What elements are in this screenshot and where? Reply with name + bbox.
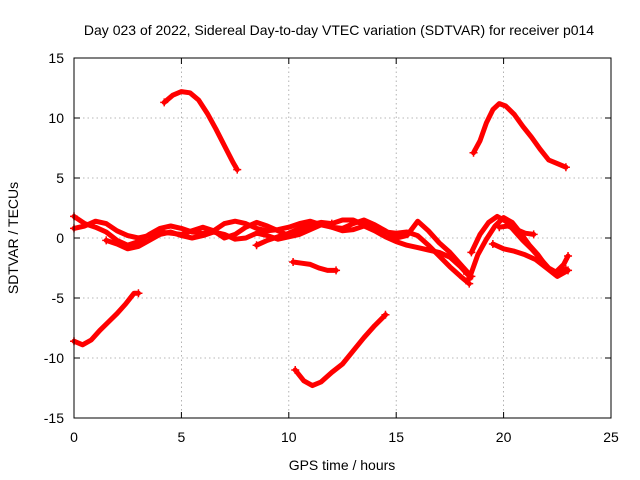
series-endpoint-marker — [332, 266, 341, 275]
series-endpoint-marker — [233, 165, 242, 174]
series-endpoint-marker — [467, 248, 476, 257]
y-tick-label: 15 — [48, 50, 64, 66]
series-arc-a — [161, 89, 240, 173]
x-tick-label: 25 — [603, 429, 619, 445]
series-endpoint-marker — [465, 274, 474, 283]
series-endpoint-marker — [381, 310, 390, 319]
series-endpoint-marker — [291, 366, 300, 374]
series-endpoint-marker — [289, 258, 298, 266]
series-arc-g — [71, 217, 474, 279]
series-endpoint-marker — [252, 241, 261, 250]
series-endpoint-marker — [495, 223, 504, 232]
series-endpoint-marker — [327, 219, 336, 228]
x-tick-label: 5 — [178, 429, 186, 445]
axis-ticks — [73, 57, 612, 419]
series-endpoint-marker — [529, 230, 538, 239]
x-tick-label: 15 — [388, 429, 404, 445]
series-endpoint-marker — [469, 148, 478, 157]
series-arc-d — [292, 312, 388, 389]
y-tick-label: 0 — [56, 230, 64, 246]
series-endpoint-marker — [561, 163, 570, 172]
series-arc-m — [496, 223, 537, 237]
x-tick-label: 0 — [70, 429, 78, 445]
y-tick-labels: -15 -10 -5 0 5 10 15 — [44, 50, 64, 426]
y-tick-label: -5 — [52, 290, 65, 306]
y-axis-label: SDTVAR / TECUs — [5, 182, 21, 294]
data-series — [70, 89, 573, 389]
series-arc-b — [471, 101, 569, 170]
series-arc-l — [490, 241, 571, 279]
x-axis-label: GPS time / hours — [289, 457, 396, 473]
series-endpoint-marker — [102, 236, 111, 245]
series-arc-i — [254, 219, 335, 248]
y-tick-label: 10 — [48, 110, 64, 126]
series-endpoint-marker — [160, 98, 169, 107]
series-endpoint-marker — [564, 252, 573, 260]
x-tick-labels: 0 5 10 15 20 25 — [70, 429, 619, 445]
series-endpoint-marker — [134, 289, 143, 298]
series-arc-e — [290, 259, 339, 273]
series-arc-c — [71, 290, 141, 348]
y-tick-label: -15 — [44, 410, 64, 426]
x-tick-label: 20 — [496, 429, 512, 445]
series-endpoint-marker — [564, 266, 573, 275]
chart-title: Day 023 of 2022, Sidereal Day-to-day VTE… — [84, 22, 594, 38]
series-arc-h — [103, 222, 470, 277]
y-tick-label: -10 — [44, 350, 64, 366]
x-tick-label: 10 — [281, 429, 297, 445]
y-tick-label: 5 — [56, 170, 64, 186]
series-endpoint-marker — [488, 240, 497, 248]
